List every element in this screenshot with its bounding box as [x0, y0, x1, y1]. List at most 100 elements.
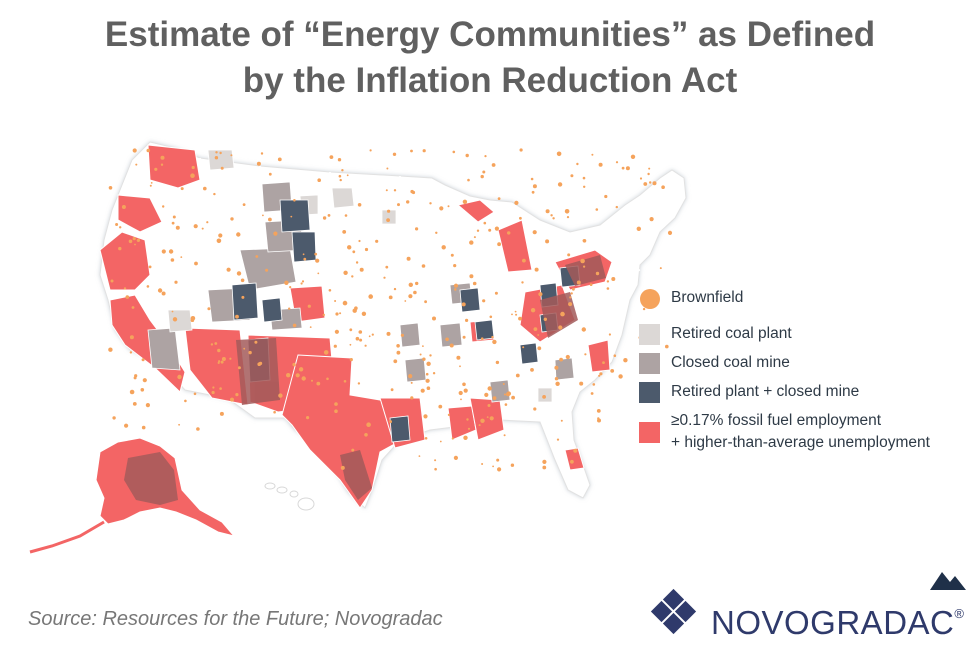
- brownfield-dot: [397, 203, 400, 207]
- brownfield-dot: [364, 247, 369, 252]
- registered-mark: ®: [954, 606, 965, 621]
- brownfield-dot: [545, 239, 550, 244]
- brownfield-dot: [351, 275, 354, 278]
- brownfield-dot: [236, 232, 241, 237]
- brownfield-dot: [322, 216, 327, 220]
- brownfield-dot: [157, 288, 163, 293]
- brownfield-dot: [597, 417, 600, 420]
- brownfield-dot: [518, 316, 522, 321]
- brownfield-dot: [219, 387, 222, 390]
- brownfield-dot: [358, 330, 363, 334]
- brownfield-dot: [606, 280, 610, 283]
- brownfield-dot: [133, 376, 137, 380]
- brownfield-dot: [461, 302, 466, 307]
- brownfield-dot: [425, 372, 429, 376]
- brownfield-dot: [386, 167, 389, 170]
- brownfield-dot: [190, 318, 195, 323]
- brownfield-dot: [625, 166, 630, 171]
- brownfield-dot: [334, 300, 337, 302]
- brownfield-dot: [556, 151, 562, 157]
- brownfield-dot: [410, 396, 414, 400]
- brownfield-dot: [615, 205, 618, 209]
- brownfield-dot: [393, 359, 398, 364]
- brownfield-dot: [497, 197, 501, 201]
- brownfield-dot: [532, 184, 537, 189]
- brownfield-dots: [108, 148, 673, 472]
- brownfield-dot: [334, 409, 338, 414]
- brownfield-dot: [162, 205, 165, 208]
- brownfield-dot: [309, 326, 312, 328]
- brownfield-dot: [476, 229, 480, 232]
- brownfield-dot: [441, 245, 446, 250]
- brownfield-dot: [487, 404, 491, 407]
- brownfield-dot: [328, 289, 332, 292]
- brownfield-dot: [473, 236, 476, 239]
- brownfield-dot: [415, 227, 419, 231]
- brownfield-dot: [410, 189, 414, 194]
- brownfield-dot: [141, 358, 145, 362]
- brownfield-dot: [236, 271, 242, 276]
- brownfield-dot: [489, 315, 493, 319]
- brownfield-dot: [570, 174, 574, 178]
- brownfield-dot: [460, 398, 462, 401]
- legend-label-retired-coal-plant: Retired coal plant: [671, 325, 792, 342]
- brownfield-dot: [193, 224, 198, 229]
- brownfield-dot: [194, 261, 198, 266]
- brownfield-dot: [504, 403, 508, 406]
- brownfield-dot: [361, 311, 367, 316]
- brownfield-dot: [180, 256, 183, 258]
- brownfield-dot: [385, 189, 388, 192]
- brownfield-dot: [467, 178, 470, 182]
- novogradac-wordmark: NOVOGRADAC®: [711, 604, 964, 642]
- brownfield-dot: [191, 165, 195, 170]
- brownfield-dot: [303, 257, 307, 261]
- brownfield-dot: [422, 357, 426, 361]
- brownfield-dot: [643, 182, 648, 186]
- brownfield-dot: [533, 407, 537, 411]
- brownfield-dot: [354, 306, 358, 311]
- brownfield-dot: [583, 185, 586, 188]
- brownfield-dot: [221, 357, 226, 361]
- brownfield-dot: [647, 172, 650, 176]
- brownfield-dot: [459, 365, 461, 368]
- brownfield-dot: [210, 343, 214, 346]
- brownfield-dot: [570, 459, 574, 464]
- brownfield-dot: [534, 267, 539, 272]
- brownfield-dot: [492, 339, 497, 345]
- brownfield-dot: [256, 161, 261, 166]
- brownfield-dot: [298, 367, 304, 372]
- brownfield-dot: [243, 347, 246, 350]
- legend-label-brownfield: Brownfield: [671, 289, 744, 306]
- brownfield-dot: [447, 205, 450, 208]
- brownfield-dot: [329, 155, 334, 160]
- brownfield-dot: [410, 381, 413, 384]
- brownfield-dot: [317, 272, 320, 275]
- brownfield-dot: [496, 458, 500, 462]
- brownfield-dot: [124, 423, 129, 428]
- brownfield-dot: [560, 419, 563, 422]
- mountain-icon: [930, 572, 966, 590]
- brownfield-dot: [316, 381, 321, 386]
- brownfield-dot: [323, 350, 329, 355]
- brownfield-dot: [396, 344, 400, 348]
- brownfield-dot: [368, 335, 371, 338]
- brownfield-dot: [339, 312, 342, 315]
- brownfield-dot: [410, 149, 413, 153]
- brownfield-dot: [453, 283, 459, 288]
- brownfield-dot: [220, 166, 224, 170]
- brownfield-dot: [486, 416, 489, 418]
- brownfield-dot: [598, 374, 601, 377]
- brownfield-dot: [265, 268, 269, 272]
- brownfield-dot: [230, 217, 234, 221]
- brownfield-dot: [351, 448, 355, 452]
- brownfield-dot: [352, 250, 356, 254]
- brownfield-dot: [581, 327, 586, 332]
- brownfield-dot: [302, 253, 305, 256]
- brownfield-dot: [497, 242, 501, 247]
- brownfield-dot: [334, 402, 338, 406]
- brownfield-dot: [542, 395, 546, 399]
- brownfield-dot: [235, 314, 239, 319]
- brownfield-dot: [342, 300, 348, 306]
- brownfield-dot: [110, 279, 114, 283]
- brownfield-dot: [326, 377, 329, 381]
